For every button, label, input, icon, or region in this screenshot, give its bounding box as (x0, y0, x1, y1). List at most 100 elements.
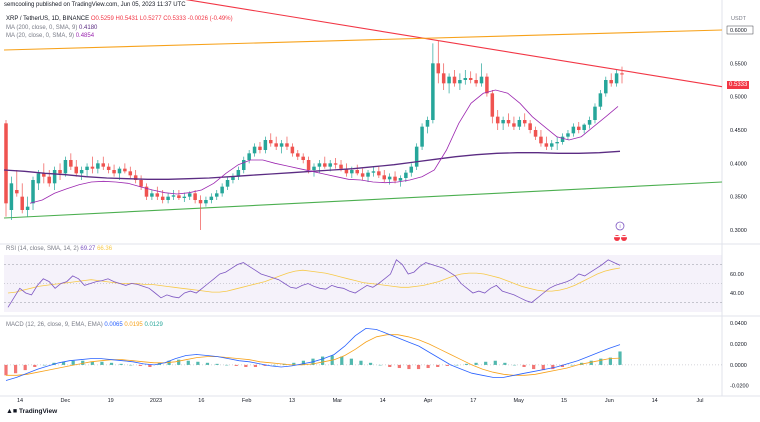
candle-body (323, 163, 327, 167)
candle (441, 63, 446, 90)
macd-histogram-bar (90, 361, 94, 365)
legend-macd-value: 0.0065 (104, 322, 123, 328)
macd-tick-label: 0.0000 (730, 363, 747, 369)
candle (544, 136, 549, 150)
candle-body (350, 170, 354, 174)
flag-icon[interactable] (613, 235, 627, 241)
candle-body (414, 146, 419, 167)
candle-body (366, 172, 370, 177)
candle-body (166, 196, 170, 200)
candle-body (144, 186, 149, 197)
legend-macd-line: MACD (12, 26, close, 9, EMA, EMA) 0.0065… (6, 322, 163, 328)
candle-body (247, 153, 251, 160)
candle (63, 156, 68, 177)
macd-histogram-bar (23, 364, 27, 371)
time-tick-label: May (513, 398, 524, 404)
macd-histogram-bar (234, 364, 238, 366)
candle-body (463, 78, 468, 80)
candle (106, 163, 111, 174)
candle-body (241, 160, 246, 170)
candle-body (85, 166, 89, 170)
candle-body (198, 200, 203, 204)
time-tick-label: Dec (60, 398, 70, 404)
svg-text:i: i (619, 224, 620, 230)
macd-histogram-bar (368, 362, 373, 365)
legend-ma200-line: MA (200, close, 0, SMA, 9) 0.4180 (6, 25, 97, 31)
legend-ohlc: O0.5259 H0.5431 L0.5277 C0.5333 -0.0026 … (90, 16, 233, 22)
rsi-line (7, 259, 621, 308)
candle-body (225, 180, 230, 187)
candle (512, 116, 516, 130)
candle-body (263, 140, 268, 150)
candle-body (4, 123, 8, 204)
candle (312, 163, 316, 177)
candle-body (214, 193, 219, 197)
time-tick-label: 14 (17, 398, 23, 404)
candle-body (328, 163, 332, 167)
candle-body (15, 190, 19, 194)
info-circle-icon[interactable]: i (615, 221, 625, 231)
candle-body (398, 178, 403, 181)
candle-body (360, 173, 365, 177)
candle-body (193, 193, 197, 200)
candle (133, 170, 138, 184)
candle-body (187, 193, 192, 197)
macd-signal-line (6, 334, 621, 376)
candle-body (333, 163, 338, 165)
price-tick-label: 0.5000 (730, 95, 747, 101)
candle-body (220, 186, 224, 194)
candle-body (571, 126, 576, 134)
candle (485, 73, 489, 97)
macd-line (5, 327, 621, 381)
candle (560, 133, 565, 145)
candle (382, 170, 387, 182)
candle-body (420, 126, 424, 147)
candle (447, 73, 451, 94)
candle (571, 123, 576, 137)
macd-tick-label: -0.0200 (730, 384, 749, 390)
candle (474, 73, 478, 87)
time-tick-label: Jul (696, 398, 703, 404)
candle (258, 142, 262, 154)
candle (517, 116, 522, 130)
candle (90, 156, 95, 174)
candle (166, 193, 170, 204)
candle (177, 190, 181, 200)
macd-histogram-bar (292, 362, 296, 365)
candle (290, 143, 295, 157)
candle-body (312, 166, 316, 170)
candle (198, 195, 203, 230)
candle (577, 122, 581, 134)
candle-body (25, 206, 30, 210)
macd-histogram-bar (177, 359, 181, 365)
candle (15, 170, 19, 197)
macd-histogram-bar (13, 364, 18, 374)
candle-body (274, 143, 278, 147)
candle-body (101, 163, 106, 167)
macd-histogram-bar (455, 364, 459, 366)
macd-histogram-bar (100, 361, 104, 365)
legend-symbol-line: XRP / TetherUS, 1D, BINANCE O0.5259 H0.5… (6, 16, 233, 22)
macd-histogram-bar (560, 364, 565, 367)
candle (79, 166, 84, 180)
candle (296, 150, 300, 160)
candle (549, 140, 554, 150)
macd-histogram-bar (503, 362, 507, 365)
macd-histogram-bar (244, 364, 248, 367)
macd-histogram-bar (445, 364, 449, 366)
candle-body (609, 80, 613, 84)
candle (593, 103, 597, 124)
support-trendline (3, 181, 723, 219)
candle-body (458, 80, 462, 84)
candle (263, 136, 268, 154)
candle-body (544, 143, 549, 147)
candle (9, 176, 14, 220)
macd-histogram-bar (589, 360, 593, 365)
price-level-badge-label: 0.6000 (730, 28, 747, 34)
candle-body (231, 176, 235, 180)
candle-body (425, 120, 430, 127)
macd-histogram-bar (119, 363, 123, 365)
macd-histogram-bar (61, 361, 66, 365)
macd-histogram-bar (397, 364, 401, 369)
